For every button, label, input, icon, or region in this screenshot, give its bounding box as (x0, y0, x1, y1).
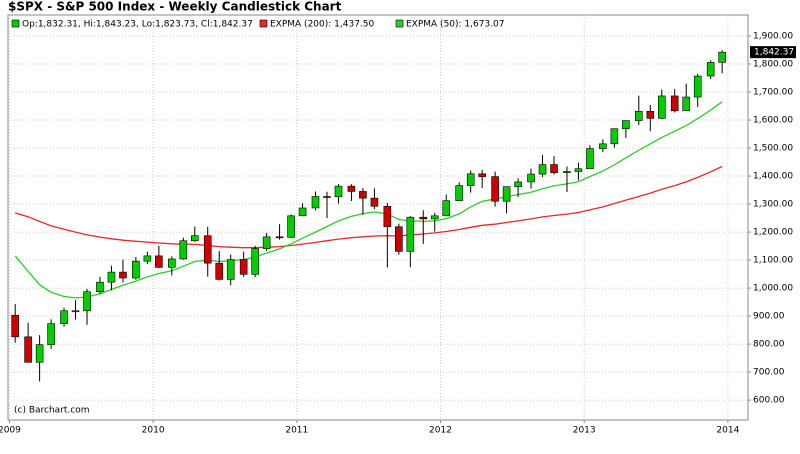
candle-body (311, 196, 320, 209)
candle-body (442, 200, 451, 217)
candle-body (71, 310, 80, 313)
candle-body (155, 255, 163, 268)
y-tick-label: 700.00 (753, 368, 785, 378)
x-tick-label: 2014 (716, 426, 739, 436)
x-tick-label: 2009 (0, 426, 21, 436)
candle-body (527, 173, 535, 183)
plot-frame (7, 14, 749, 421)
y-tick-label: 900.00 (753, 312, 785, 322)
y-tick-label: 1,700.00 (753, 88, 793, 98)
legend-label: EXPMA (50): 1,673.07 (406, 20, 505, 30)
candle-body (215, 262, 224, 280)
candle-body (11, 314, 19, 338)
candle-body (706, 62, 715, 77)
legend-label: EXPMA (200): 1,437.50 (270, 20, 375, 30)
candle-body (370, 197, 379, 207)
candle-body (262, 236, 271, 249)
x-tick-label: 2012 (429, 426, 452, 436)
y-tick-label: 1,000.00 (753, 284, 793, 294)
candle-body (383, 205, 392, 228)
legend-swatch (11, 19, 20, 28)
candle-body (419, 216, 428, 220)
candle-body (298, 207, 307, 217)
candle-body (132, 260, 140, 279)
candle-body (514, 181, 522, 187)
y-tick-label: 1,200.00 (753, 228, 793, 238)
candle-body (538, 164, 547, 175)
candle-body (334, 185, 343, 198)
candle-body (323, 196, 331, 198)
chart-title: $SPX - S&P 500 Index - Weekly Candlestic… (8, 0, 342, 14)
candle-body (491, 176, 499, 202)
candle-body (60, 310, 68, 324)
candle-body (657, 95, 666, 119)
y-tick-label: 600.00 (753, 396, 785, 406)
candle-body (251, 248, 259, 275)
candle-body (395, 226, 403, 252)
candle-body (502, 186, 511, 202)
candle-body (634, 111, 643, 121)
candle-body (96, 281, 104, 293)
candle-body (550, 164, 558, 173)
x-tick-label: 2013 (573, 426, 596, 436)
last-price-label: 1,842.37 (754, 48, 794, 58)
candle-body (226, 259, 235, 280)
candle-body (622, 120, 630, 130)
candle-body (406, 216, 415, 252)
candle-body (83, 291, 91, 312)
candle-body (430, 215, 439, 220)
legend-label: Op:1,832.31, Hi:1,843.23, Lo:1,823.73, C… (22, 20, 253, 30)
y-tick-label: 1,300.00 (753, 200, 793, 210)
candle-body (275, 236, 284, 239)
candle-body (455, 185, 463, 201)
candle-body (646, 111, 655, 119)
x-tick-label: 2011 (285, 426, 308, 436)
candle-body (190, 235, 199, 242)
candle-body (563, 171, 571, 173)
candle-body (599, 143, 607, 149)
candle-body (119, 271, 127, 279)
y-tick-label: 1,600.00 (753, 116, 793, 126)
ema-line (14, 101, 723, 299)
candle-body (586, 148, 594, 170)
candle-body (24, 336, 32, 363)
candle-body (35, 344, 44, 363)
candle-body (287, 215, 295, 238)
candle-body (347, 185, 356, 192)
credit: (c) Barchart.com (14, 406, 90, 416)
candle-body (574, 168, 583, 172)
y-tick-label: 1,100.00 (753, 256, 793, 266)
candle-body (168, 258, 176, 268)
candle-body (107, 271, 116, 283)
y-tick-label: 1,800.00 (753, 60, 793, 70)
candle-body (718, 51, 726, 63)
candle-body (179, 240, 188, 260)
legend-swatch (395, 19, 404, 28)
candle-body (478, 173, 486, 177)
candle-body (682, 96, 691, 112)
candle-body (359, 191, 367, 199)
candle-body (203, 235, 212, 264)
candle-body (670, 95, 679, 112)
candle-body (239, 259, 248, 275)
y-tick-label: 1,400.00 (753, 172, 793, 182)
y-tick-label: 800.00 (753, 340, 785, 350)
candle-body (610, 128, 619, 145)
candle-body (47, 323, 55, 345)
ema-line (15, 165, 723, 249)
legend-swatch (259, 19, 268, 28)
y-tick-label: 1,500.00 (753, 144, 793, 154)
candle-body (693, 75, 702, 98)
candle-body (466, 173, 475, 186)
y-tick-label: 1,900.00 (753, 32, 793, 42)
x-tick-label: 2010 (142, 426, 165, 436)
candle-body (143, 255, 152, 262)
last-price-tag (750, 46, 796, 59)
